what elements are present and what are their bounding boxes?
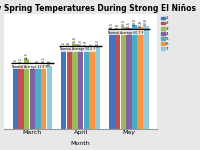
Bar bbox=[95, 46, 100, 129]
Bar bbox=[61, 48, 66, 129]
Text: 49.2: 49.2 bbox=[62, 41, 66, 48]
Bar bbox=[143, 26, 149, 129]
Text: 62.8: 62.8 bbox=[144, 19, 148, 26]
Bar bbox=[13, 66, 18, 129]
Text: 39.2: 39.2 bbox=[19, 57, 23, 64]
Bar bbox=[78, 46, 83, 129]
Bar bbox=[67, 49, 72, 129]
Text: 62.3: 62.3 bbox=[121, 20, 125, 26]
Bar bbox=[132, 26, 137, 129]
Bar bbox=[24, 59, 29, 129]
Bar bbox=[89, 49, 95, 129]
Text: 36.5: 36.5 bbox=[30, 62, 34, 69]
Bar bbox=[47, 66, 52, 129]
Text: 60.5: 60.5 bbox=[110, 22, 114, 29]
Text: 42.5: 42.5 bbox=[25, 52, 29, 59]
Bar bbox=[72, 44, 78, 129]
Text: 50.2: 50.2 bbox=[96, 39, 100, 46]
Text: 38.5: 38.5 bbox=[13, 59, 17, 65]
Text: 52.0: 52.0 bbox=[73, 36, 77, 43]
Text: 38.0: 38.0 bbox=[47, 59, 51, 66]
Bar bbox=[35, 67, 41, 129]
Text: 61.5: 61.5 bbox=[127, 21, 131, 28]
X-axis label: Month: Month bbox=[71, 141, 91, 146]
Bar bbox=[18, 64, 24, 129]
Text: 59.8: 59.8 bbox=[116, 24, 120, 30]
Legend: 1, 2, 3, 4, 5, 6, 7: 1, 2, 3, 4, 5, 6, 7 bbox=[161, 16, 169, 51]
Text: Normal Average 50.5°F: Normal Average 50.5°F bbox=[60, 47, 95, 51]
Bar bbox=[121, 27, 126, 129]
Text: 61.8: 61.8 bbox=[138, 20, 142, 27]
Text: 49.9: 49.9 bbox=[84, 40, 88, 47]
Text: 50.5: 50.5 bbox=[79, 39, 83, 46]
Bar bbox=[115, 31, 120, 129]
Text: 63.0: 63.0 bbox=[133, 18, 137, 25]
Bar bbox=[137, 27, 143, 129]
Text: 48.5: 48.5 bbox=[90, 42, 94, 49]
Text: Normal Average 39.9°F: Normal Average 39.9°F bbox=[12, 65, 47, 69]
Title: Monthly Spring Temperatures During Strong El Niños: Monthly Spring Temperatures During Stron… bbox=[0, 4, 196, 13]
Text: 40.1: 40.1 bbox=[42, 56, 46, 63]
Text: 37.8: 37.8 bbox=[36, 60, 40, 66]
Bar bbox=[109, 30, 115, 129]
Bar bbox=[84, 47, 89, 129]
Bar bbox=[126, 28, 132, 129]
Bar bbox=[30, 69, 35, 129]
Text: Normal Average 60.7°F: Normal Average 60.7°F bbox=[108, 31, 144, 34]
Text: 48.8: 48.8 bbox=[67, 42, 71, 48]
Bar bbox=[41, 63, 46, 129]
